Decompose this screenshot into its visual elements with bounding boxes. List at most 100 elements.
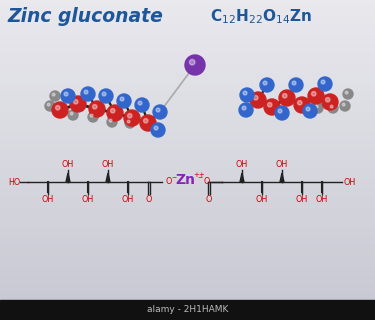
Bar [0,33,375,34]
Bar [0,289,375,290]
Bar [0,152,375,153]
Bar [0,175,375,176]
Bar [0,52,375,53]
Bar [0,98,375,99]
Circle shape [278,109,282,113]
Bar [0,125,375,126]
Circle shape [52,102,68,118]
Bar [0,21,375,22]
Bar [0,253,375,254]
Bar [0,172,375,173]
Circle shape [111,108,115,113]
Bar [0,47,375,48]
Circle shape [254,95,258,100]
Circle shape [297,100,302,105]
Bar [0,29,375,30]
Bar [0,94,375,95]
Bar [0,267,375,268]
Circle shape [45,101,55,111]
Bar [0,250,375,251]
Bar [0,19,375,20]
Bar [0,67,375,68]
Bar [0,287,375,288]
Bar [0,138,375,139]
Bar [0,259,375,260]
Bar [0,296,375,297]
Bar [0,230,375,231]
Circle shape [340,101,350,111]
Bar [0,179,375,180]
Bar [0,307,375,308]
Bar [0,221,375,222]
Bar [0,308,375,309]
Circle shape [292,81,296,85]
Circle shape [81,87,95,101]
Bar [0,162,375,163]
Bar [0,170,375,171]
Bar [0,91,375,92]
Bar [0,298,375,299]
Bar [0,279,375,280]
Bar [0,306,375,307]
Bar [0,144,375,145]
Bar [0,189,375,190]
Bar [0,137,375,138]
Bar [0,4,375,5]
Bar [0,145,375,146]
Circle shape [102,92,106,96]
Bar [0,242,375,243]
Bar [0,315,375,316]
Bar [0,318,375,319]
Bar [0,105,375,106]
Text: OH: OH [122,196,134,204]
Bar [0,263,375,264]
Bar [0,214,375,215]
Bar [0,69,375,70]
Bar [0,103,375,104]
Bar [0,166,375,167]
Bar [0,24,375,25]
Text: O: O [165,177,171,186]
Bar [0,205,375,206]
Bar [0,184,375,185]
Bar [0,116,375,117]
Bar [0,81,375,82]
Bar [0,109,375,110]
Bar [0,120,375,121]
Bar [0,28,375,29]
Circle shape [70,112,73,115]
Circle shape [125,118,135,128]
Circle shape [50,91,60,101]
Bar [0,3,375,4]
Text: alamy - 2H1HAMK: alamy - 2H1HAMK [147,306,228,315]
Bar [0,22,375,23]
Bar [0,173,375,174]
Circle shape [267,102,272,107]
Bar [0,157,375,158]
Bar [0,168,375,169]
Circle shape [89,101,105,117]
Bar [0,198,375,199]
Bar [0,53,375,54]
Bar [0,186,375,187]
Bar [0,73,375,74]
Circle shape [151,123,165,137]
Bar [0,210,375,211]
Bar [0,209,375,210]
Circle shape [84,90,88,94]
Text: OH: OH [344,178,356,187]
Bar [0,135,375,136]
Circle shape [306,107,310,111]
Bar [0,85,375,86]
Bar [0,249,375,250]
Bar [0,58,375,59]
Bar [0,131,375,132]
Bar [0,50,375,51]
Bar [0,300,375,301]
Bar [0,161,375,162]
Bar [0,240,375,241]
Bar [0,80,375,81]
Bar [0,54,375,55]
Circle shape [61,89,75,103]
Bar [0,34,375,35]
